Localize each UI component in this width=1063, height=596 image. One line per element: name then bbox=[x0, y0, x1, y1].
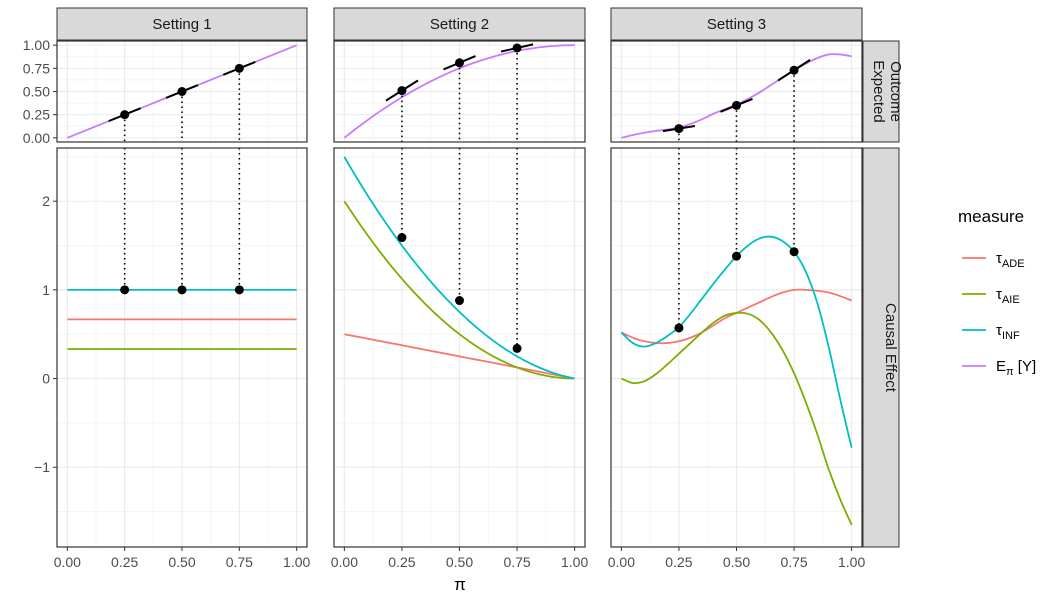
panel-border-top bbox=[610, 40, 863, 143]
facet-column-3: Setting 3 0.00 0.25 0.50 0.75 1.00 bbox=[608, 7, 865, 570]
strip-label: Setting 3 bbox=[707, 16, 766, 33]
y-tick-label: 2 bbox=[42, 193, 50, 209]
x-tick-label: 0.00 bbox=[54, 554, 81, 570]
legend-symbol: E bbox=[996, 358, 1006, 375]
y-tick-label: 0.75 bbox=[23, 60, 50, 76]
legend-symbol: τ bbox=[996, 250, 1002, 267]
legend-symbol: τ bbox=[996, 286, 1002, 303]
row-strip-label: Outcome bbox=[887, 61, 904, 122]
marked-point bbox=[674, 323, 684, 333]
y-axes: 0.00 0.25 0.50 0.75 1.00 −1 0 1 2 bbox=[23, 37, 57, 475]
series-line-aie bbox=[621, 311, 853, 526]
marked-point bbox=[455, 58, 464, 68]
legend-subscript: INF bbox=[1002, 330, 1020, 342]
marked-point bbox=[397, 233, 407, 243]
x-axis-title: π bbox=[454, 575, 466, 594]
marked-point bbox=[789, 247, 799, 257]
marked-point bbox=[234, 285, 244, 295]
x-tick-label: 0.50 bbox=[723, 554, 750, 570]
row-strip-label: Expected bbox=[870, 60, 887, 123]
x-tick-label: 1.00 bbox=[838, 554, 865, 570]
y-tick-label: 0 bbox=[42, 371, 50, 387]
row-strip-causal-effect bbox=[862, 147, 900, 548]
marked-point bbox=[177, 285, 187, 295]
x-tick-label: 1.00 bbox=[561, 554, 588, 570]
marked-point bbox=[234, 63, 244, 73]
y-tick-label: 0.00 bbox=[23, 130, 50, 146]
marked-point bbox=[732, 251, 741, 261]
marked-point bbox=[120, 110, 130, 120]
panel-border-top bbox=[333, 40, 586, 143]
strip-2 bbox=[333, 7, 586, 41]
strip-label: Setting 1 bbox=[152, 16, 211, 33]
legend-label-ade: τADE bbox=[996, 250, 1025, 270]
y-tick-label: 0.25 bbox=[23, 107, 50, 123]
row-strips: Expected Outcome Causal Effect bbox=[862, 40, 904, 548]
marked-point bbox=[674, 124, 684, 134]
marked-point bbox=[512, 343, 522, 353]
x-tick-label: 0.25 bbox=[665, 554, 692, 570]
marked-point bbox=[455, 296, 464, 306]
series-line-aie bbox=[343, 200, 575, 380]
x-tick-label: 0.50 bbox=[168, 554, 195, 570]
strip-3 bbox=[610, 7, 863, 41]
marked-point bbox=[397, 86, 407, 96]
strip-label: Setting 2 bbox=[430, 16, 489, 33]
marked-point bbox=[120, 285, 130, 295]
marked-point bbox=[732, 100, 741, 110]
facet-column-2: Setting 2 0.00 0.25 0.50 0.75 1.00 bbox=[331, 7, 588, 570]
x-tick-label: 0.00 bbox=[608, 554, 635, 570]
x-tick-label: 0.00 bbox=[331, 554, 358, 570]
legend-suffix: [Y] bbox=[1014, 358, 1037, 375]
row-strip-expected-outcome bbox=[862, 40, 900, 143]
marked-point bbox=[177, 87, 187, 96]
x-tick-label: 0.50 bbox=[446, 554, 473, 570]
legend-label-inf: τINF bbox=[996, 322, 1020, 342]
y-tick-label: 1.00 bbox=[23, 37, 50, 53]
marked-point bbox=[512, 43, 522, 53]
legend-label-ey: Eπ [Y] bbox=[996, 358, 1036, 378]
x-tick-label: 0.75 bbox=[503, 554, 530, 570]
row-strip-label: Causal Effect bbox=[882, 303, 899, 393]
marked-point bbox=[789, 65, 799, 75]
x-tick-label: 0.25 bbox=[111, 554, 138, 570]
legend-subscript: π bbox=[1006, 366, 1014, 378]
x-tick-label: 0.75 bbox=[226, 554, 253, 570]
legend-title: measure bbox=[958, 207, 1024, 226]
x-tick-label: 0.25 bbox=[388, 554, 415, 570]
y-tick-label: −1 bbox=[34, 459, 50, 475]
y-tick-label: 1 bbox=[42, 282, 50, 298]
legend-symbol: τ bbox=[996, 322, 1002, 339]
legend-label-aie: τAIE bbox=[996, 286, 1020, 306]
series-line-inf bbox=[343, 156, 575, 380]
legend-subscript: ADE bbox=[1002, 258, 1025, 270]
series-line-ade bbox=[344, 333, 575, 380]
x-tick-label: 0.75 bbox=[780, 554, 807, 570]
legend-subscript: AIE bbox=[1002, 294, 1020, 306]
facet-column-1: Setting 1 0.00 0.25 0.50 0.75 1.00 bbox=[54, 7, 311, 570]
x-tick-label: 1.00 bbox=[283, 554, 310, 570]
strip-1 bbox=[56, 7, 308, 41]
y-tick-label: 0.50 bbox=[23, 84, 50, 100]
